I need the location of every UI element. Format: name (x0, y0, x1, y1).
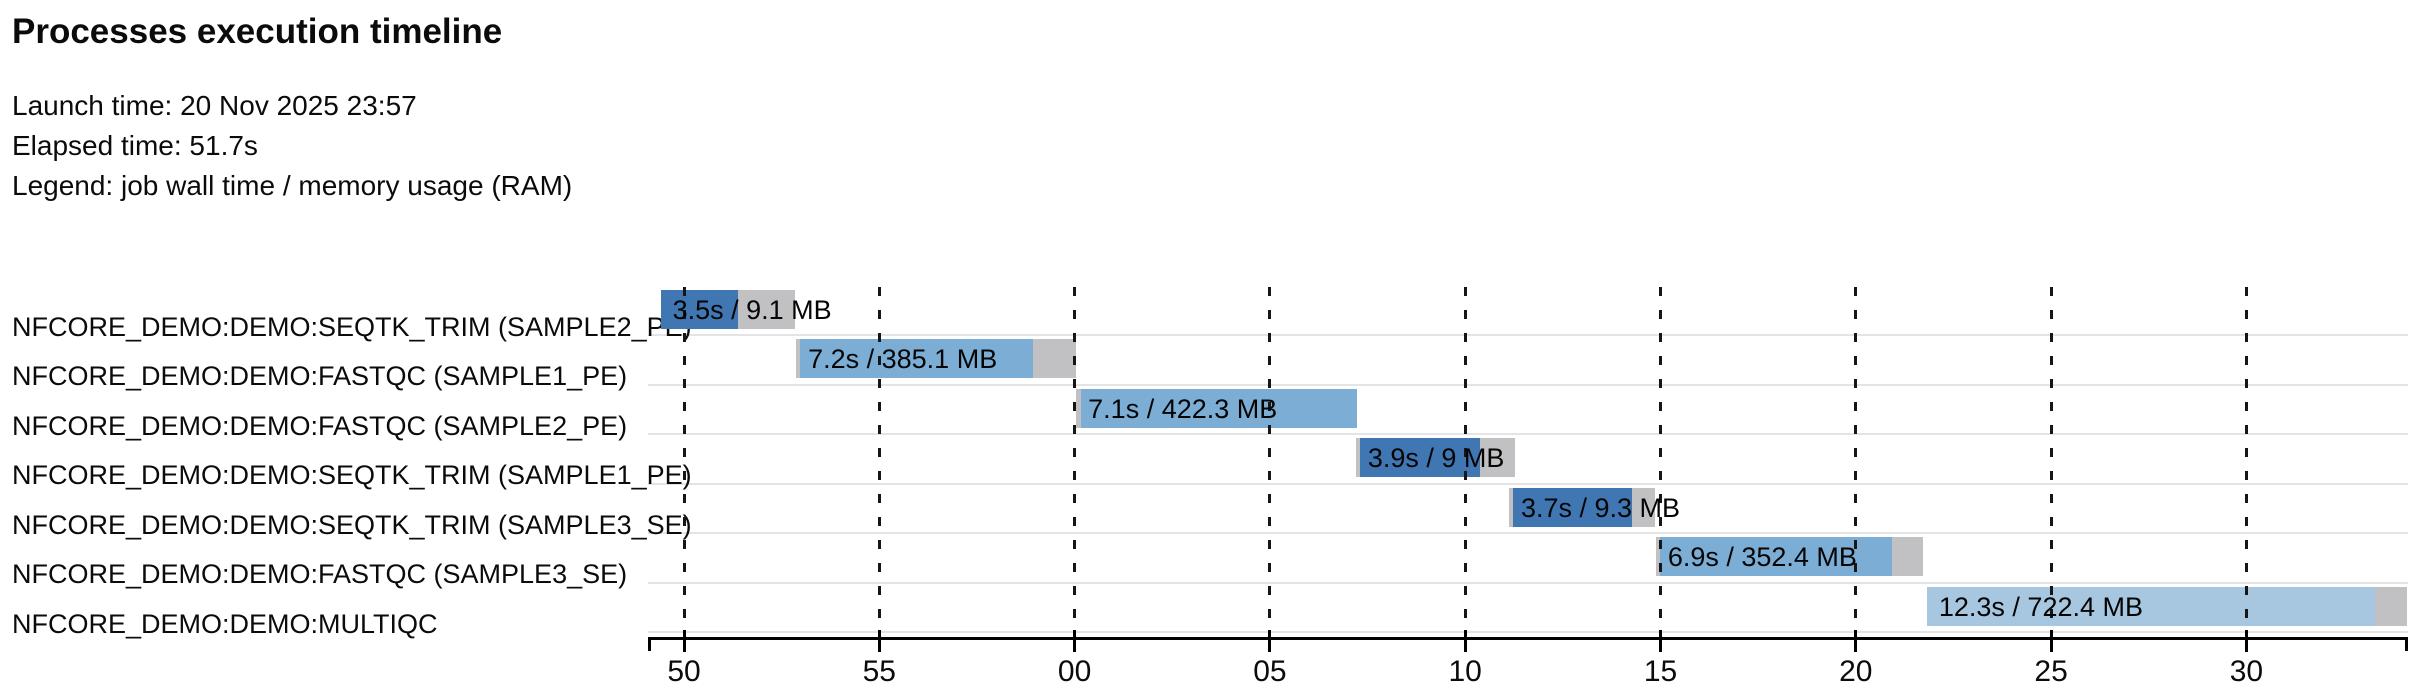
task-bar-run-segment (1360, 438, 1481, 478)
gridline (1268, 287, 1272, 637)
process-label: NFCORE_DEMO:DEMO:SEQTK_TRIM (SAMPLE2_PE) (12, 312, 692, 342)
process-label: NFCORE_DEMO:DEMO:FASTQC (SAMPLE3_SE) (12, 559, 628, 590)
gridline (877, 287, 881, 637)
task-bar-overhead-segment (1033, 339, 1077, 379)
gridline (1073, 287, 1077, 637)
x-axis-tick-label: 05 (1253, 655, 1287, 688)
gridline (2244, 287, 2248, 637)
x-axis-right-cap (2405, 637, 2408, 651)
x-axis-tick (1073, 630, 1077, 652)
task-bar-queue-segment (796, 339, 800, 379)
x-axis-tick-label: 00 (1057, 655, 1092, 688)
task-bar-run-segment (1513, 487, 1632, 527)
task-bar-label: 3.9s / 9 MB (1367, 443, 1505, 474)
x-axis-tick-label: 55 (862, 655, 896, 688)
process-label: NFCORE_DEMO:DEMO:SEQTK_TRIM (SAMPLE1_PE) (12, 460, 692, 491)
gridline (2049, 287, 2053, 637)
task-bar-queue-segment (1355, 438, 1361, 478)
task-bar-overhead-segment (1892, 537, 1923, 577)
x-axis-tick (1659, 630, 1662, 652)
task-bar-label: 7.2s / 385.1 MB (808, 344, 998, 375)
row-separator (648, 383, 2408, 386)
x-axis-tick-label: 30 (2229, 655, 2264, 688)
task-bar-overhead-segment (737, 290, 795, 329)
launch-time-text: Launch time: 20 Nov 2025 23:57 (12, 90, 417, 121)
task-bar-label: 3.5s / 9.1 MB (672, 295, 832, 325)
gridline (1463, 287, 1467, 637)
row-separator (648, 631, 2408, 633)
gridline (1854, 287, 1858, 637)
x-axis-tick-label: 25 (2034, 655, 2068, 688)
task-bar-overhead-segment (1631, 487, 1656, 527)
x-axis-tick (1268, 630, 1272, 652)
task-bar-run-segment (660, 290, 738, 329)
process-label: NFCORE_DEMO:DEMO:FASTQC (SAMPLE1_PE) (12, 361, 628, 392)
task-bar-run-segment (1081, 388, 1357, 428)
process-label: NFCORE_DEMO:DEMO:SEQTK_TRIM (SAMPLE3_SE) (12, 509, 692, 540)
gridline (1659, 287, 1662, 637)
task-bar-overhead-segment (2374, 586, 2407, 626)
task-bar-queue-segment (1508, 487, 1514, 527)
x-axis-tick (2049, 630, 2053, 652)
process-label: NFCORE_DEMO:DEMO:FASTQC (SAMPLE2_PE) (12, 410, 628, 441)
x-axis-tick (2244, 630, 2248, 652)
task-bar-overhead-segment (1480, 438, 1515, 478)
x-axis-left-cap (648, 637, 651, 651)
row-separator (648, 581, 2408, 584)
elapsed-time-text: Elapsed time: 51.7s (12, 130, 258, 161)
x-axis-tick (1854, 630, 1858, 652)
legend-text: Legend: job wall time / memory usage (RA… (12, 170, 573, 201)
row-separator (648, 532, 2408, 535)
row-separator (648, 334, 2408, 337)
x-axis-line (648, 637, 2408, 640)
task-bar-label: 3.7s / 9.3 MB (1520, 492, 1681, 523)
gridline (682, 287, 686, 637)
task-bar-queue-segment (1655, 537, 1661, 577)
x-axis-tick-label: 50 (667, 655, 701, 688)
x-axis-tick (1463, 630, 1467, 652)
row-separator (648, 433, 2408, 436)
task-bar-run-segment (1926, 586, 2375, 626)
page-title: Processes execution timeline (12, 12, 503, 51)
process-label: NFCORE_DEMO:DEMO:MULTIQC (12, 608, 438, 639)
x-axis-tick (682, 630, 686, 652)
task-bar-label: 12.3s / 722.4 MB (1938, 591, 2143, 622)
task-bar-label: 6.9s / 352.4 MB (1667, 542, 1857, 573)
report-meta: Launch time: 20 Nov 2025 23:57 Elapsed t… (12, 86, 572, 206)
x-axis-tick-label: 15 (1643, 655, 1678, 688)
task-bar-queue-segment (1076, 388, 1082, 428)
x-axis-tick-label: 20 (1839, 655, 1873, 688)
task-bar-run-segment (800, 339, 1034, 379)
row-separator (648, 482, 2408, 485)
task-bar-run-segment (1660, 537, 1893, 577)
task-bar-label: 7.1s / 422.3 MB (1088, 393, 1278, 424)
x-axis-tick (877, 630, 881, 652)
x-axis-tick-label: 10 (1448, 655, 1482, 688)
